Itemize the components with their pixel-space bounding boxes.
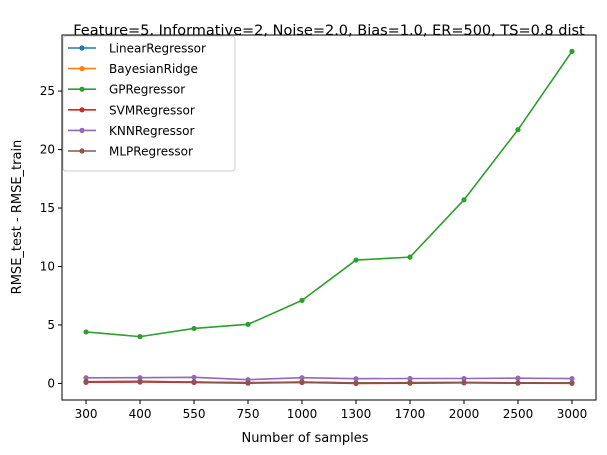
legend-item: LinearRegressor bbox=[68, 42, 206, 56]
data-point bbox=[461, 375, 467, 382]
data-point bbox=[245, 380, 251, 386]
legend-label: GPRegressor bbox=[109, 83, 185, 97]
legend-item: BayesianRidge bbox=[68, 62, 198, 76]
data-point bbox=[83, 379, 89, 385]
data-point bbox=[569, 376, 575, 382]
data-point bbox=[299, 297, 305, 303]
y-axis-label: RMSE_test - RMSE_train bbox=[10, 140, 25, 295]
data-point bbox=[461, 379, 467, 386]
series-line bbox=[86, 376, 572, 381]
data-point bbox=[353, 376, 359, 382]
plot-frame bbox=[61, 34, 597, 401]
data-point bbox=[299, 375, 305, 381]
data-point bbox=[137, 375, 143, 381]
x-tick-label: 300 bbox=[75, 407, 98, 421]
x-tick-label: 400 bbox=[129, 407, 152, 421]
legend-swatch-marker bbox=[79, 107, 85, 113]
data-point bbox=[353, 257, 359, 263]
data-point bbox=[407, 254, 413, 260]
y-tick-label: 25 bbox=[40, 84, 55, 98]
data-point bbox=[299, 379, 305, 385]
legend-item: KNNRegressor bbox=[68, 124, 195, 138]
x-tick-label: 3000 bbox=[557, 407, 588, 421]
data-point bbox=[515, 380, 521, 386]
data-point bbox=[569, 380, 575, 386]
x-axis: 300 400 550 750 1000 1300 1700 2000 2500 3000 bbox=[75, 400, 588, 421]
data-point bbox=[515, 127, 521, 133]
legend-swatch-marker bbox=[79, 127, 85, 133]
legend-item: SVMRegressor bbox=[68, 103, 195, 117]
series-mlpregressor bbox=[83, 378, 575, 386]
series-layer bbox=[83, 48, 575, 386]
series-gpregressor bbox=[83, 48, 575, 340]
x-axis-label: Number of samples bbox=[241, 431, 368, 446]
data-point bbox=[353, 380, 359, 386]
y-axis: 0 5 10 15 20 25 bbox=[40, 84, 62, 390]
y-tick-label: 0 bbox=[47, 376, 55, 390]
x-tick-label: 750 bbox=[237, 407, 260, 421]
data-point bbox=[407, 380, 413, 386]
series-knnregressor bbox=[83, 374, 575, 383]
data-point bbox=[137, 378, 143, 384]
data-point bbox=[83, 375, 89, 381]
data-point bbox=[569, 48, 575, 54]
y-tick-label: 5 bbox=[47, 318, 55, 332]
legend-swatch-marker bbox=[79, 86, 85, 92]
y-tick-label: 15 bbox=[40, 201, 55, 215]
legend-item: MLPRegressor bbox=[68, 145, 193, 159]
plot-area bbox=[61, 34, 597, 401]
data-point bbox=[461, 197, 467, 203]
legend: LinearRegressor BayesianRidge GPRegressor S… bbox=[62, 35, 236, 172]
legend-label: KNNRegressor bbox=[109, 124, 195, 138]
x-tick-label: 1300 bbox=[341, 407, 372, 421]
x-tick-label: 1000 bbox=[287, 407, 318, 421]
data-point bbox=[245, 321, 251, 327]
legend-item: GPRegressor bbox=[68, 83, 185, 97]
x-tick-label: 2000 bbox=[449, 407, 480, 421]
series-line bbox=[86, 380, 572, 384]
legend-label: LinearRegressor bbox=[109, 42, 206, 56]
data-point bbox=[137, 334, 143, 340]
y-tick-label: 20 bbox=[40, 143, 55, 157]
data-point bbox=[407, 375, 413, 382]
legend-swatch-marker bbox=[79, 66, 85, 72]
legend-label: BayesianRidge bbox=[109, 62, 198, 76]
data-point bbox=[191, 374, 197, 380]
data-point bbox=[191, 325, 197, 332]
x-tick-label: 1700 bbox=[395, 407, 426, 421]
data-point bbox=[191, 379, 197, 385]
data-point bbox=[83, 329, 89, 335]
data-point bbox=[515, 375, 521, 381]
series-line bbox=[85, 50, 573, 338]
legend-label: MLPRegressor bbox=[109, 145, 193, 159]
x-tick-label: 2500 bbox=[503, 407, 534, 421]
y-tick-label: 10 bbox=[40, 259, 55, 273]
legend-swatch-marker bbox=[79, 45, 85, 51]
legend-label: SVMRegressor bbox=[109, 103, 195, 117]
legend-swatch-marker bbox=[79, 148, 85, 154]
x-tick-label: 550 bbox=[183, 407, 206, 421]
legend-frame bbox=[62, 35, 236, 172]
